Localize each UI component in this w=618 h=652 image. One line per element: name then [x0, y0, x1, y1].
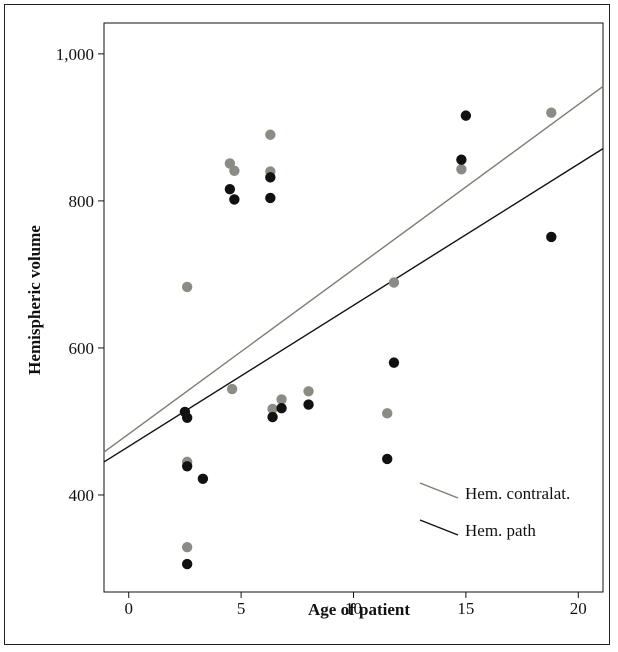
- data-point-s1-12: [382, 453, 393, 465]
- data-point-s0-14: [546, 107, 557, 118]
- data-point-s1-13: [388, 357, 400, 368]
- figure-frame: [4, 4, 610, 645]
- data-point-s0-4: [229, 165, 240, 176]
- data-point-s1-7: [265, 172, 276, 183]
- y-tick-label: 1,000: [56, 45, 94, 64]
- plot-area: [103, 22, 604, 593]
- x-axis-title: Age of patient: [308, 600, 410, 619]
- y-tick-label: 400: [69, 486, 95, 505]
- data-point-s0-10: [303, 386, 314, 397]
- data-point-s1-3: [181, 558, 193, 570]
- data-point-s1-15: [460, 110, 472, 121]
- x-tick-label: 15: [457, 599, 474, 618]
- data-point-s1-4: [197, 473, 209, 484]
- data-point-s0-11: [382, 408, 393, 419]
- data-point-s1-1: [181, 412, 193, 423]
- data-point-s0-6: [265, 129, 276, 140]
- data-point-s1-5: [224, 183, 236, 195]
- data-point-s0-0: [181, 281, 193, 293]
- data-point-s0-8: [267, 403, 278, 415]
- y-axis-title: Hemispheric volume: [25, 225, 44, 375]
- legend-label-0: Hem. contralat.: [465, 484, 570, 503]
- data-point-s0-2: [181, 541, 193, 553]
- legend: Hem. contralat. Hem. path: [419, 482, 570, 540]
- fit-line-0: [103, 85, 604, 453]
- x-tick-label: 5: [237, 599, 246, 618]
- data-point-s1-11: [303, 399, 314, 410]
- y-tick-label: 600: [69, 339, 95, 358]
- y-tick-label: 800: [69, 192, 95, 211]
- x-tick-label: 20: [570, 599, 587, 618]
- x-tick-label: 10: [345, 599, 362, 618]
- data-point-s0-5: [226, 383, 238, 395]
- data-point-s1-6: [229, 194, 240, 205]
- legend-key-0: [419, 482, 459, 499]
- data-point-s1-2: [181, 461, 193, 472]
- data-point-s1-16: [546, 231, 557, 243]
- data-point-s1-9: [267, 411, 278, 423]
- legend-key-1: [419, 519, 459, 536]
- data-point-s0-13: [456, 164, 467, 175]
- data-point-s1-14: [456, 154, 467, 165]
- data-point-s1-10: [276, 403, 287, 414]
- legend-label-1: Hem. path: [465, 521, 536, 540]
- data-point-s1-8: [265, 192, 276, 204]
- data-point-s0-9: [276, 394, 287, 405]
- fit-line-1: [103, 148, 604, 463]
- x-tick-label: 0: [124, 599, 133, 618]
- data-point-s0-12: [388, 277, 400, 288]
